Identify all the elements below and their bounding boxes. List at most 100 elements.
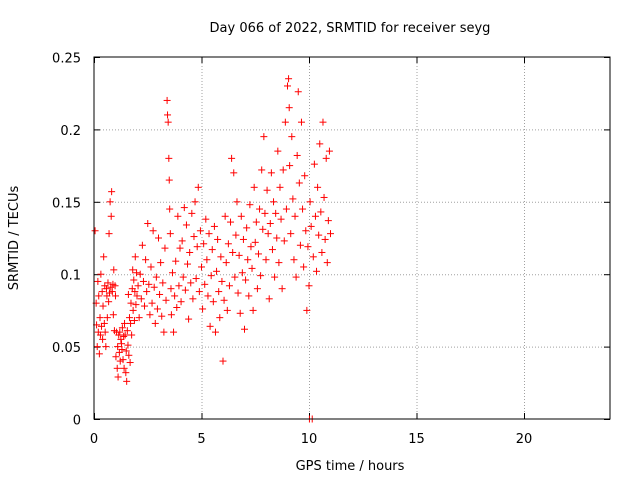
data-point <box>108 188 116 196</box>
data-point <box>166 230 174 238</box>
data-point <box>219 357 227 365</box>
data-point <box>168 269 176 277</box>
data-point <box>276 183 284 191</box>
data-point <box>123 377 131 385</box>
x-tick-label: 10 <box>301 432 318 447</box>
data-point <box>234 289 242 297</box>
data-point <box>146 311 154 319</box>
data-point <box>228 154 236 162</box>
data-point <box>295 179 303 187</box>
data-point <box>113 364 121 372</box>
data-point <box>180 204 188 212</box>
data-point <box>186 248 194 256</box>
data-point <box>102 285 110 293</box>
x-tick-label: 20 <box>516 432 533 447</box>
data-point <box>125 314 133 322</box>
data-point <box>194 183 202 191</box>
data-point <box>123 327 131 335</box>
data-point <box>159 279 167 287</box>
data-point <box>210 222 218 230</box>
data-point <box>120 332 128 340</box>
data-point <box>177 298 185 306</box>
x-axis-label: GPS time / hours <box>296 459 405 474</box>
data-point <box>172 257 180 265</box>
data-point <box>149 227 157 235</box>
data-point <box>225 282 233 290</box>
data-point <box>99 335 107 343</box>
data-point <box>238 269 246 277</box>
data-point <box>201 280 209 288</box>
data-point <box>148 299 156 307</box>
data-point <box>157 259 165 267</box>
data-point <box>256 205 264 213</box>
data-point <box>152 273 160 281</box>
x-tick-label: 0 <box>90 432 98 447</box>
data-point <box>214 235 222 243</box>
data-point <box>318 248 326 256</box>
data-point <box>203 256 211 264</box>
data-point <box>138 241 146 249</box>
data-point <box>286 162 294 170</box>
data-point <box>204 292 212 300</box>
data-point <box>202 215 210 223</box>
data-point <box>139 277 147 285</box>
data-point <box>130 276 138 284</box>
data-point <box>208 246 216 254</box>
data-point <box>162 296 170 304</box>
data-point <box>167 311 175 319</box>
data-point <box>237 212 245 220</box>
data-point <box>270 198 278 206</box>
data-point <box>91 227 99 235</box>
data-point <box>176 244 184 252</box>
data-point <box>260 133 268 141</box>
data-point <box>327 230 334 238</box>
data-point <box>118 324 126 332</box>
data-point <box>160 328 168 336</box>
data-point <box>206 322 214 330</box>
data-point <box>133 269 141 277</box>
data-point <box>170 328 178 336</box>
data-point <box>131 253 139 261</box>
data-point <box>292 273 300 281</box>
data-point <box>125 351 133 359</box>
data-point <box>126 359 134 367</box>
data-point <box>182 221 190 229</box>
data-point <box>104 279 112 287</box>
data-point <box>132 301 140 309</box>
data-point <box>233 198 241 206</box>
data-point <box>235 251 243 259</box>
y-tick-label: 0.05 <box>52 341 81 356</box>
data-point <box>127 319 135 327</box>
data-point <box>106 198 114 206</box>
data-point <box>95 350 103 358</box>
data-point <box>321 235 329 243</box>
data-point <box>115 331 123 339</box>
data-point <box>282 205 290 213</box>
data-point <box>305 282 313 290</box>
data-point <box>193 243 201 251</box>
data-point <box>272 209 280 217</box>
data-point <box>216 314 224 322</box>
data-point <box>254 250 262 258</box>
data-point <box>262 256 270 264</box>
data-point <box>171 292 179 300</box>
data-point <box>314 183 322 191</box>
data-point <box>232 231 240 239</box>
data-point <box>151 319 159 327</box>
data-point <box>181 286 189 294</box>
plot-frame <box>93 56 611 420</box>
data-point <box>263 186 271 194</box>
data-point <box>291 212 299 220</box>
data-point <box>164 111 172 119</box>
data-point <box>192 275 200 283</box>
data-point <box>198 263 205 271</box>
axis-ticks: 0 5 10 15 20 0 0.05 0.1 0.15 0.2 0.25 <box>52 52 610 447</box>
data-point <box>112 353 120 361</box>
data-point <box>120 364 128 372</box>
data-point <box>109 311 117 319</box>
data-point <box>323 259 331 267</box>
data-point <box>275 259 283 267</box>
data-point <box>196 227 204 235</box>
data-point <box>211 328 219 336</box>
